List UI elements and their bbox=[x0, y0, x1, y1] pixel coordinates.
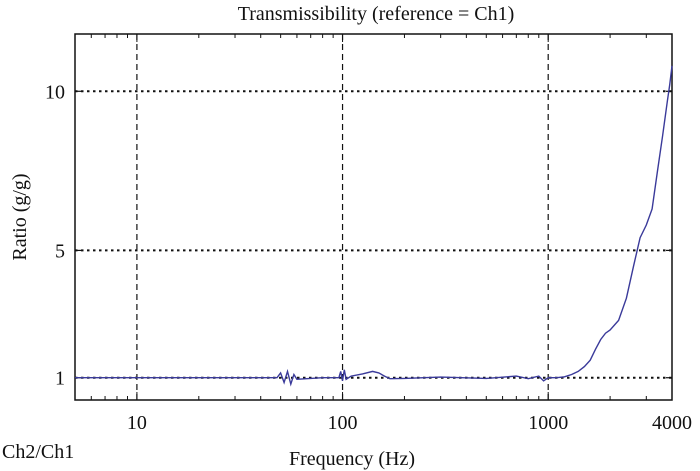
y-tick-label: 5 bbox=[55, 240, 65, 262]
y-tick-label: 10 bbox=[45, 81, 65, 103]
corner-label: Ch2/Ch1 bbox=[2, 441, 74, 463]
series-line bbox=[75, 65, 673, 387]
axis-ticks bbox=[74, 34, 673, 400]
x-tick-label: 100 bbox=[328, 412, 358, 434]
x-axis-label: Frequency (Hz) bbox=[289, 448, 415, 470]
y-tick-label: 1 bbox=[55, 368, 65, 390]
x-tick-label: 10 bbox=[127, 412, 147, 434]
y-axis-label: Ratio (g/g) bbox=[9, 173, 31, 260]
x-tick-label: 1000 bbox=[528, 412, 568, 434]
x-tick-label: 4000 bbox=[652, 412, 692, 434]
grid-lines bbox=[75, 34, 672, 400]
x-tick-labels: 10 100 1000 4000 bbox=[127, 412, 692, 434]
chart-title: Transmissibility (reference = Ch1) bbox=[238, 3, 515, 25]
plot-frame bbox=[74, 33, 673, 401]
